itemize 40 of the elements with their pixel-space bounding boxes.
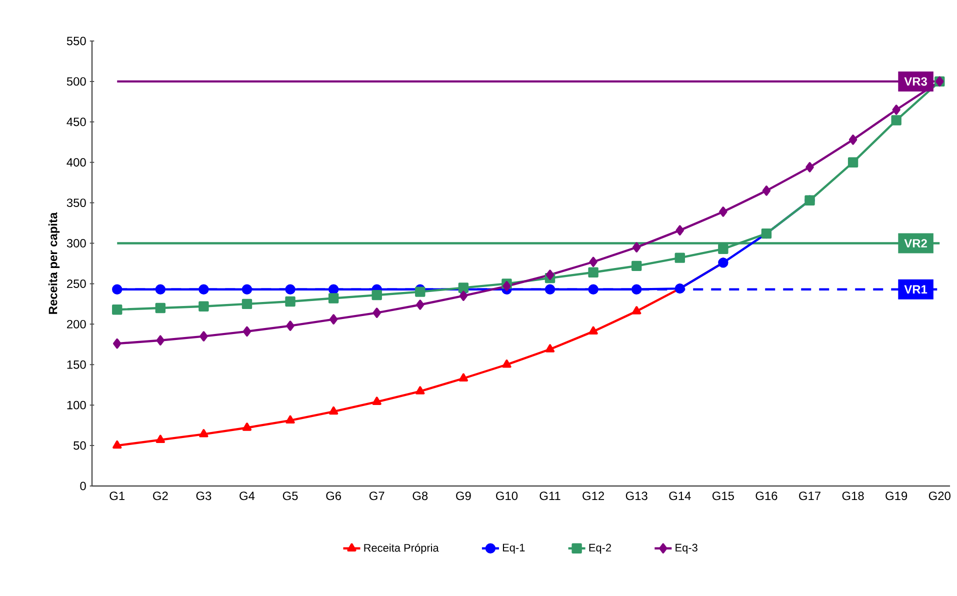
x-tick-label: G15 [712, 492, 734, 500]
x-tick-label: G12 [582, 492, 604, 500]
y-tick-label: 350 [66, 198, 86, 208]
legend-label: Eq-1 [502, 544, 525, 554]
y-tick-label: 500 [66, 77, 86, 86]
y-tick-label: 200 [67, 320, 86, 328]
x-tick-label: G9 [456, 492, 471, 500]
ref-line-label: VR2 [904, 239, 927, 248]
x-tick-label: G4 [240, 492, 255, 500]
y-tick-label: 400 [66, 158, 86, 167]
x-tick-label: G5 [282, 492, 298, 500]
x-tick-label: G16 [756, 492, 778, 500]
y-tick-label: 450 [66, 118, 86, 126]
x-tick-label: G2 [153, 492, 168, 500]
y-axis-title: Receita per capita [48, 212, 60, 314]
x-tick-label: G11 [540, 492, 560, 500]
ref-line-label: VR1 [904, 285, 928, 294]
x-tick-label: G20 [928, 492, 950, 500]
y-tick-label: 50 [74, 441, 86, 450]
x-tick-label: G1 [110, 492, 125, 500]
ref-line-label: VR3 [904, 77, 927, 86]
y-tick-label: 250 [67, 279, 86, 288]
y-tick-label: 550 [66, 36, 86, 46]
x-tick-label: G17 [799, 492, 820, 500]
y-tick-label: 300 [66, 239, 86, 248]
x-tick-label: G6 [326, 492, 342, 500]
x-tick-label: G18 [842, 492, 864, 500]
y-tick-label: 0 [80, 482, 86, 490]
x-tick-label: G19 [886, 492, 908, 500]
y-tick-label: 100 [67, 400, 86, 410]
x-tick-label: G13 [626, 492, 648, 500]
x-tick-label: G10 [496, 492, 518, 500]
x-tick-label: G3 [196, 492, 212, 500]
legend-label: Receita Própria [364, 544, 439, 554]
x-tick-label: G8 [412, 492, 428, 500]
x-tick-label: G7 [369, 492, 384, 500]
legend-label: Eq-2 [589, 544, 611, 554]
x-tick-label: G14 [669, 492, 691, 500]
y-tick-label: 150 [67, 360, 86, 369]
legend-label: Eq-3 [676, 544, 698, 554]
